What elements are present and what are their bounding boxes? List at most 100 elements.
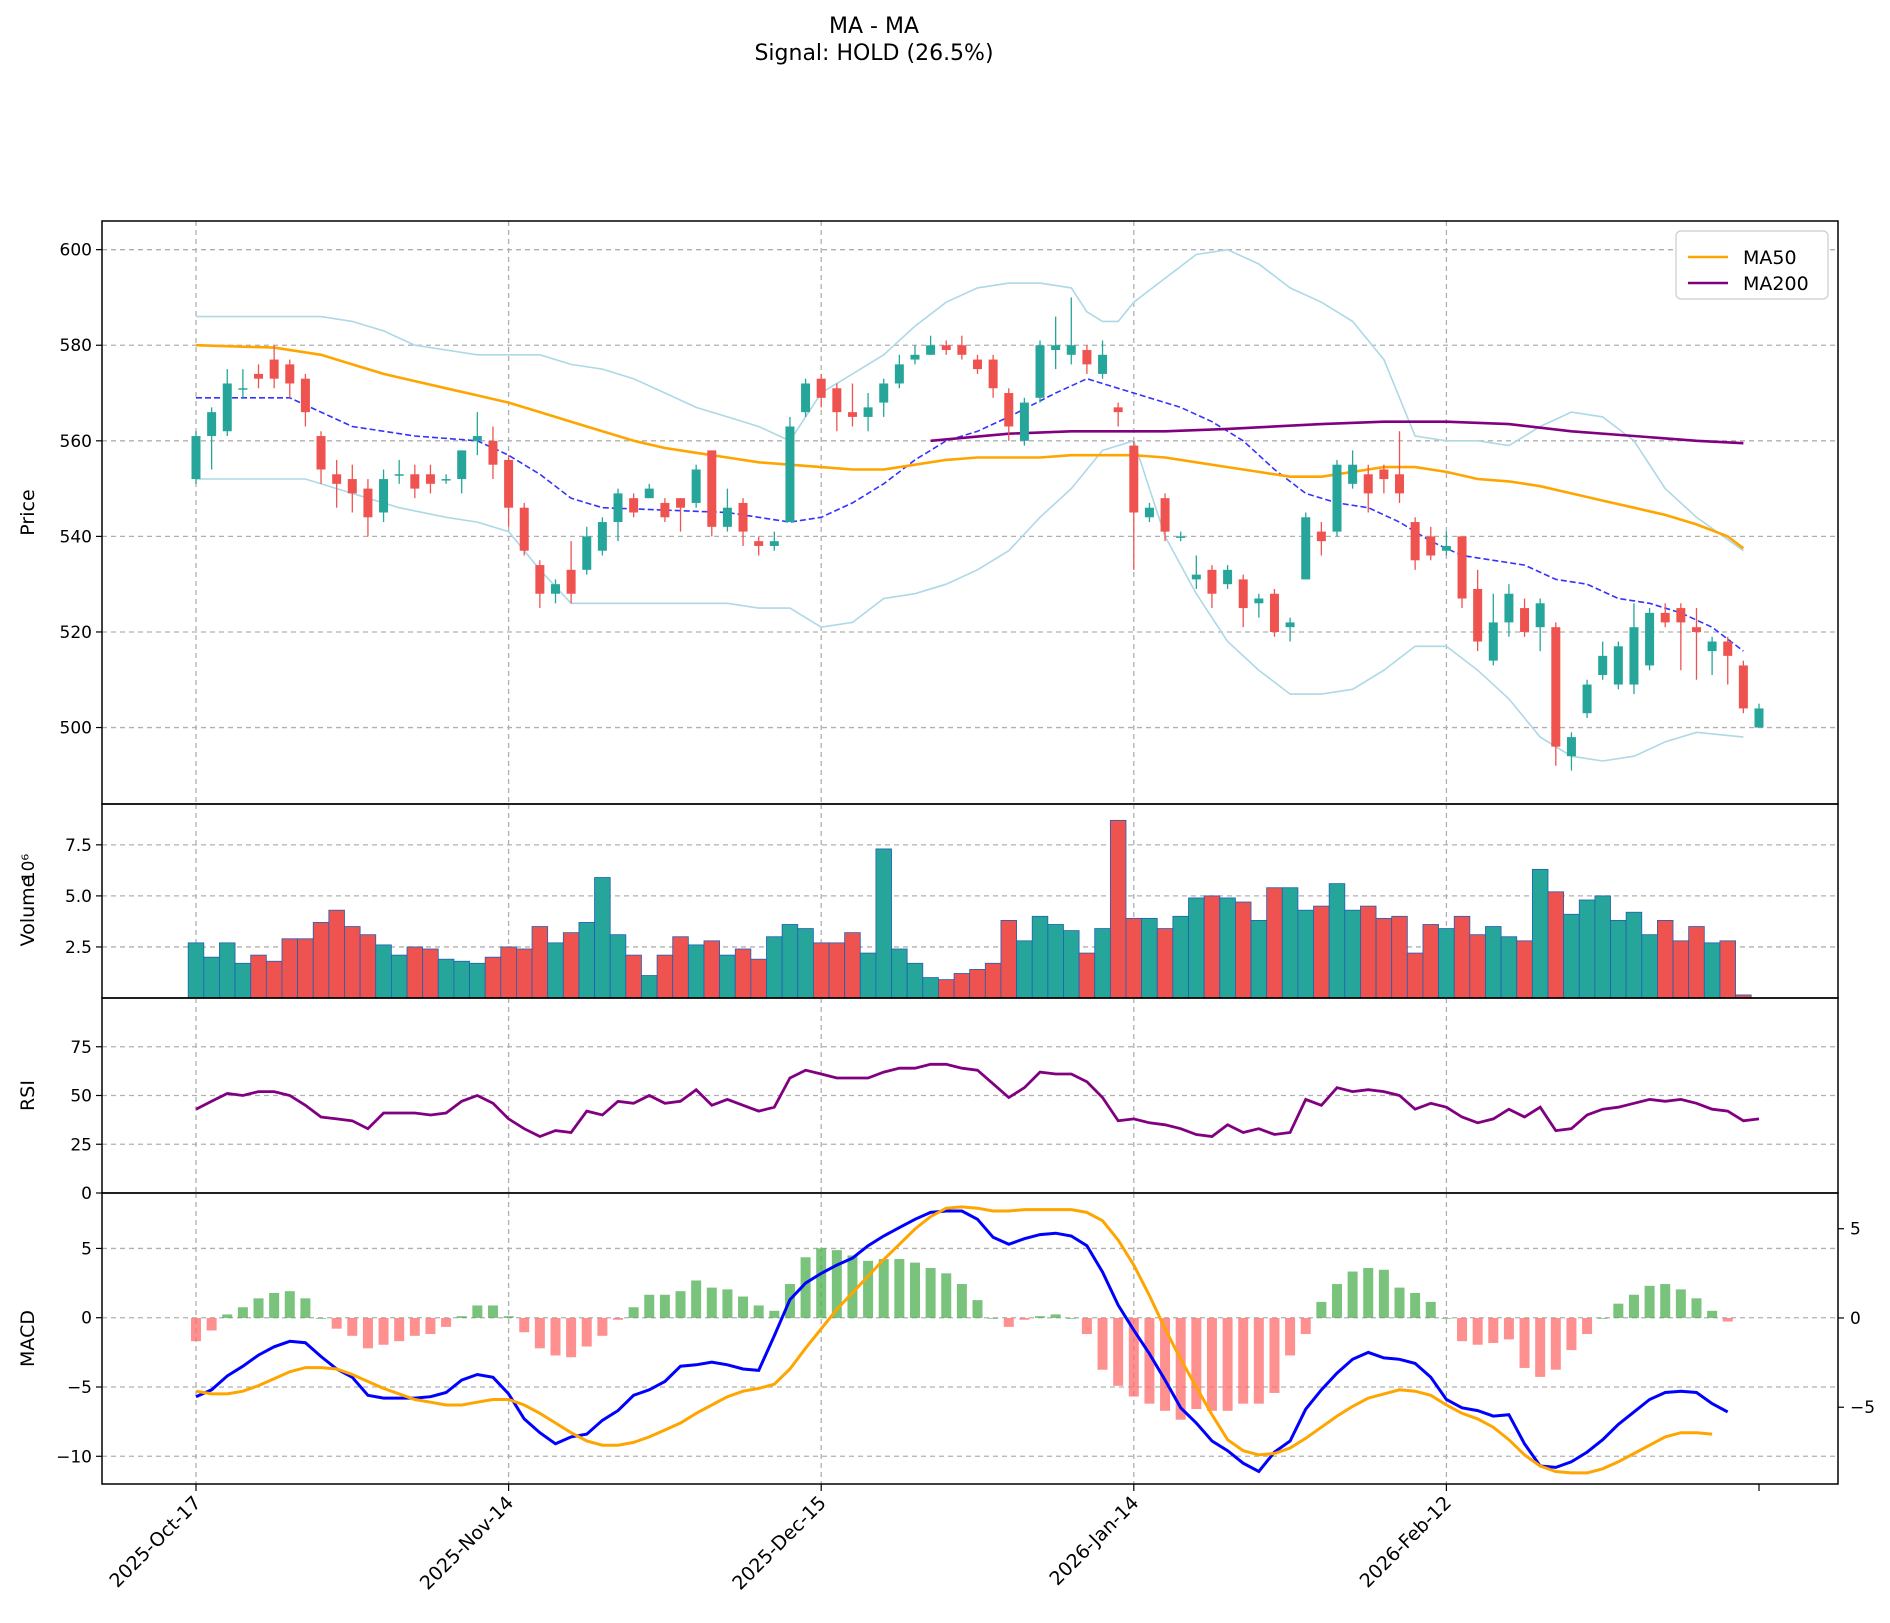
volume-bar: [1391, 915, 1408, 999]
candle-body: [1269, 593, 1279, 632]
price-tick-label: 500: [60, 719, 92, 739]
volume-bar: [484, 956, 502, 999]
candle-body: [1316, 531, 1326, 542]
candle-body: [1520, 608, 1530, 632]
candle-body: [894, 364, 904, 384]
volume-bar: [390, 954, 408, 999]
candle-body: [1645, 612, 1655, 666]
candle-body: [1410, 522, 1420, 561]
volume-bar: [203, 956, 220, 999]
macd-histogram-bar: [675, 1291, 686, 1318]
volume-bar: [1453, 915, 1471, 999]
volume-bar: [1657, 920, 1674, 999]
candle-body: [847, 412, 857, 417]
macd-histogram-bar: [1066, 1317, 1077, 1319]
candle-body: [785, 426, 795, 523]
candle-body: [1019, 402, 1029, 441]
candle-body: [1301, 517, 1311, 580]
volume-tick-label: 7.5: [65, 836, 92, 856]
candle-body: [1660, 612, 1670, 623]
chart-title: MA - MA: [829, 14, 919, 39]
candle-body: [347, 479, 357, 494]
macd-histogram-bar: [800, 1257, 811, 1318]
volume-bar: [219, 942, 236, 999]
macd-histogram-bar: [1363, 1267, 1374, 1318]
volume-bar: [1141, 917, 1158, 999]
macd-histogram-bar: [378, 1317, 389, 1345]
volume-bar: [1500, 936, 1518, 999]
volume-bar: [969, 969, 986, 999]
volume-bar: [1610, 920, 1627, 999]
candle-body: [1051, 345, 1061, 351]
x-axis: 2025-Oct-17 2025-Nov-14 2025-Dec-15 2026-Ja…: [105, 1484, 1760, 1595]
volume-bar: [469, 962, 486, 999]
price-tick-label: 600: [60, 241, 92, 261]
macd-tick-label: −10: [56, 1447, 92, 1467]
macd-histogram-bar: [691, 1280, 702, 1318]
macd-right-tick-label: 5: [1850, 1220, 1861, 1240]
volume-bar: [1219, 897, 1236, 999]
candle-body: [582, 536, 592, 570]
candle-body: [1254, 598, 1264, 604]
candle-body: [504, 459, 514, 508]
candle-body: [191, 436, 201, 480]
candle-body: [1144, 507, 1154, 518]
rsi-tick-label: 25: [70, 1135, 92, 1155]
rsi-tick-label: 0: [81, 1184, 92, 1204]
macd-histogram-bar: [472, 1305, 483, 1318]
macd-histogram-bar: [253, 1298, 264, 1318]
macd-histogram-bar: [425, 1317, 436, 1335]
price-tick-label: 580: [60, 336, 92, 356]
macd-histogram-bar: [1003, 1317, 1014, 1327]
candle-body: [238, 388, 248, 390]
macd-histogram-bar: [878, 1259, 889, 1318]
macd-histogram-bar: [1566, 1317, 1577, 1351]
bollinger-mid-line: [196, 377, 1744, 652]
macd-histogram-bar: [1457, 1317, 1468, 1342]
macd-histogram-bar: [1722, 1317, 1733, 1322]
candle-body: [519, 507, 529, 551]
x-tick-label: 2025-Dec-15: [728, 1492, 831, 1595]
candle-body: [222, 383, 232, 432]
macd-tick-label: −5: [67, 1378, 92, 1398]
volume-bar: [1641, 934, 1658, 999]
macd-histogram-bar: [534, 1317, 545, 1349]
macd-histogram-bar: [1675, 1289, 1686, 1318]
volume-bar: [812, 942, 830, 999]
volume-bar: [1109, 819, 1127, 999]
candle-body: [1098, 354, 1108, 374]
macd-histogram-bar: [1097, 1317, 1108, 1370]
volume-bar: [1078, 952, 1096, 999]
macd-histogram-bar: [1503, 1317, 1514, 1340]
candle-body: [863, 407, 873, 417]
candle-body: [1738, 665, 1748, 709]
macd-histogram-bar: [1050, 1314, 1061, 1318]
candle-body: [691, 469, 701, 503]
volume-bar: [750, 958, 767, 999]
macd-histogram-bar: [722, 1289, 733, 1318]
volume-bar: [375, 944, 392, 999]
macd-histogram-bar: [1425, 1301, 1436, 1318]
candle-body: [1207, 569, 1217, 594]
macd-histogram-bar: [863, 1260, 874, 1318]
candle-body: [1238, 579, 1248, 609]
macd-axis-label: MACD: [17, 1310, 39, 1367]
volume-tick-label: 5.0: [65, 887, 92, 907]
ma50-line: [195, 343, 1745, 550]
macd-histogram-bar: [1519, 1317, 1530, 1368]
volume-bar: [641, 975, 658, 999]
candle-body: [1676, 608, 1686, 623]
volume-bar: [719, 954, 736, 999]
candle-body: [769, 541, 779, 546]
candle-body: [1129, 445, 1139, 513]
macd-histogram-bar: [909, 1262, 920, 1318]
candle-body: [754, 541, 764, 546]
candle-body: [926, 345, 936, 355]
volume-bar: [1516, 940, 1533, 999]
candle-body: [254, 373, 264, 379]
macd-histogram-bar: [1144, 1317, 1155, 1404]
candle-body: [1488, 622, 1498, 661]
candle-body: [1191, 574, 1201, 580]
candle-body: [1566, 737, 1576, 757]
macd-right-tick-label: −5: [1850, 1398, 1875, 1418]
